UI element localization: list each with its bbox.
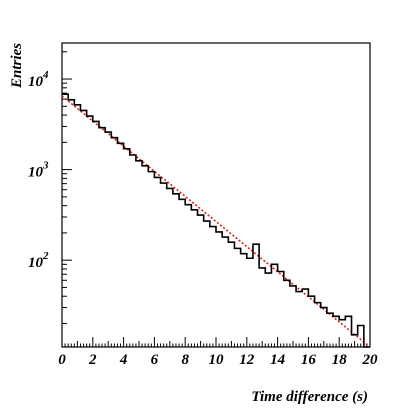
x-tick-label: 6 [151,352,159,368]
x-tick-labels: 0 2 4 6 8 10 12 14 16 18 20 [58,352,378,368]
y-tick-label: 102 [28,250,49,271]
axis-ticks [61,51,371,347]
y-tick-label: 103 [28,160,49,181]
x-tick-label: 14 [270,352,286,368]
x-tick-label: 16 [301,352,317,368]
fit-curve [61,95,371,348]
x-tick-label: 18 [332,352,348,368]
y-axis-title: Entries [9,43,25,89]
y-tick-label: 104 [28,69,49,90]
x-axis-title: Time difference (s) [251,389,368,405]
x-tick-label: 12 [239,352,255,368]
x-tick-label: 2 [88,352,97,368]
histogram-outline [62,93,370,348]
x-tick-label: 4 [119,352,128,368]
x-tick-label: 0 [58,352,66,368]
plot-frame [61,42,371,348]
y-tick-labels: 102 103 104 [28,69,49,271]
x-tick-label: 8 [181,352,189,368]
x-tick-label: 10 [209,352,225,368]
x-tick-label: 20 [362,352,379,368]
